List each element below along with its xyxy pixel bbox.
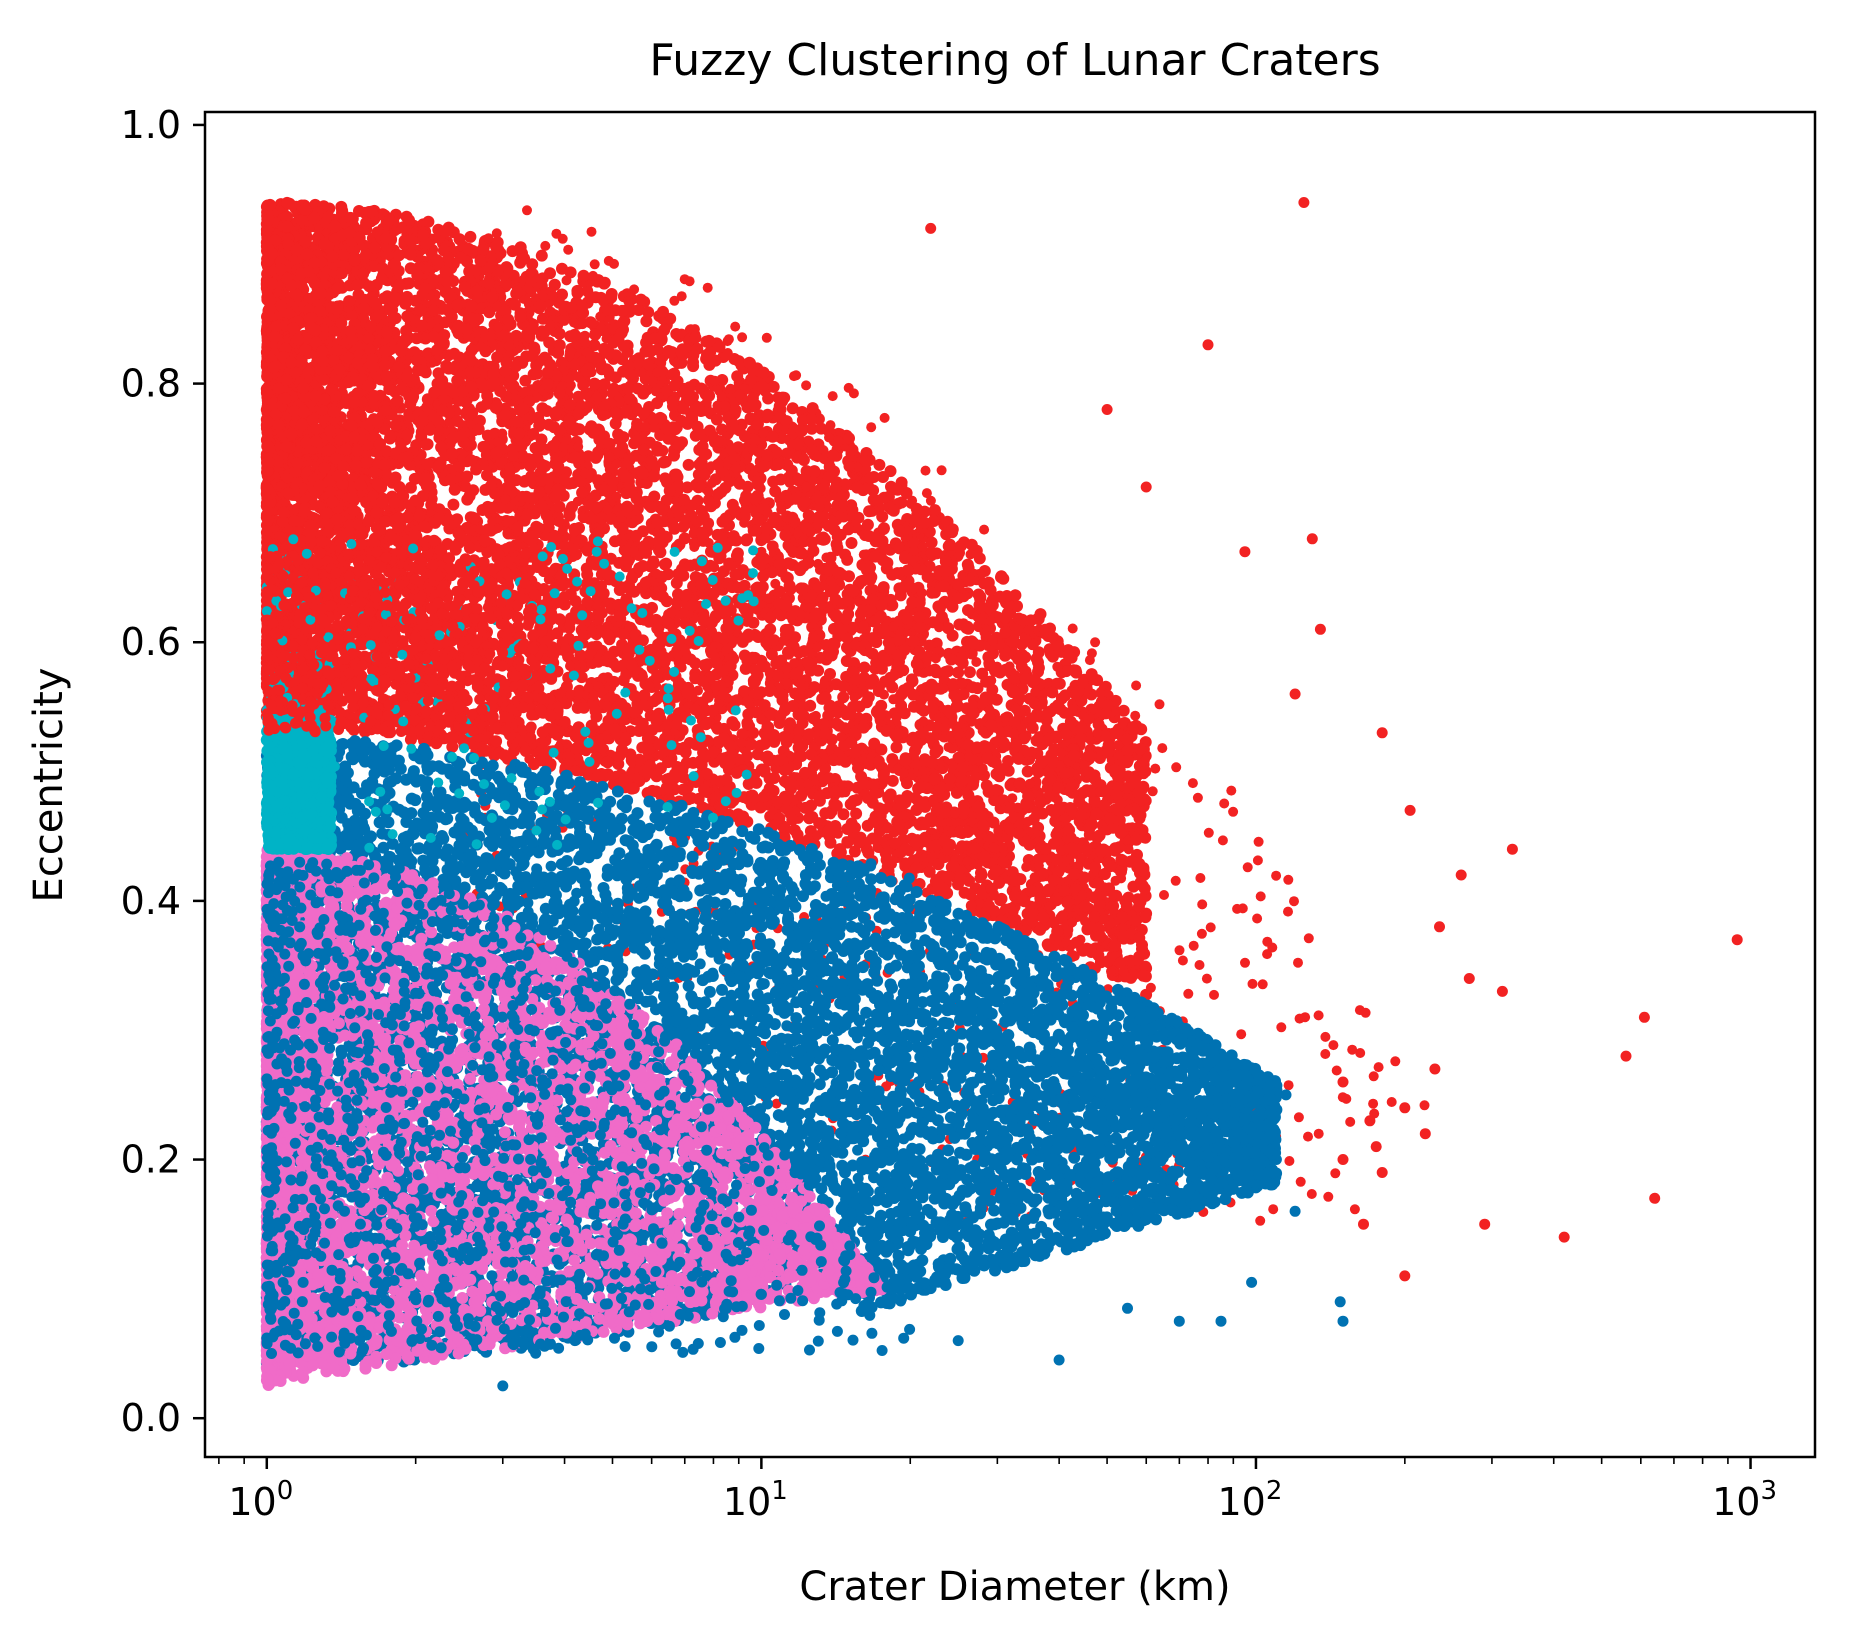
red-point <box>862 519 874 531</box>
red-point <box>747 652 759 664</box>
red-point <box>863 505 875 517</box>
red-point <box>536 250 548 262</box>
red-point <box>422 216 434 228</box>
red-point <box>448 348 460 360</box>
red-point <box>807 402 819 414</box>
red-point <box>726 716 738 728</box>
red-point <box>578 270 590 282</box>
red-point <box>648 558 660 570</box>
red-point <box>712 529 724 541</box>
red-point <box>443 363 455 375</box>
red-point <box>447 499 459 511</box>
